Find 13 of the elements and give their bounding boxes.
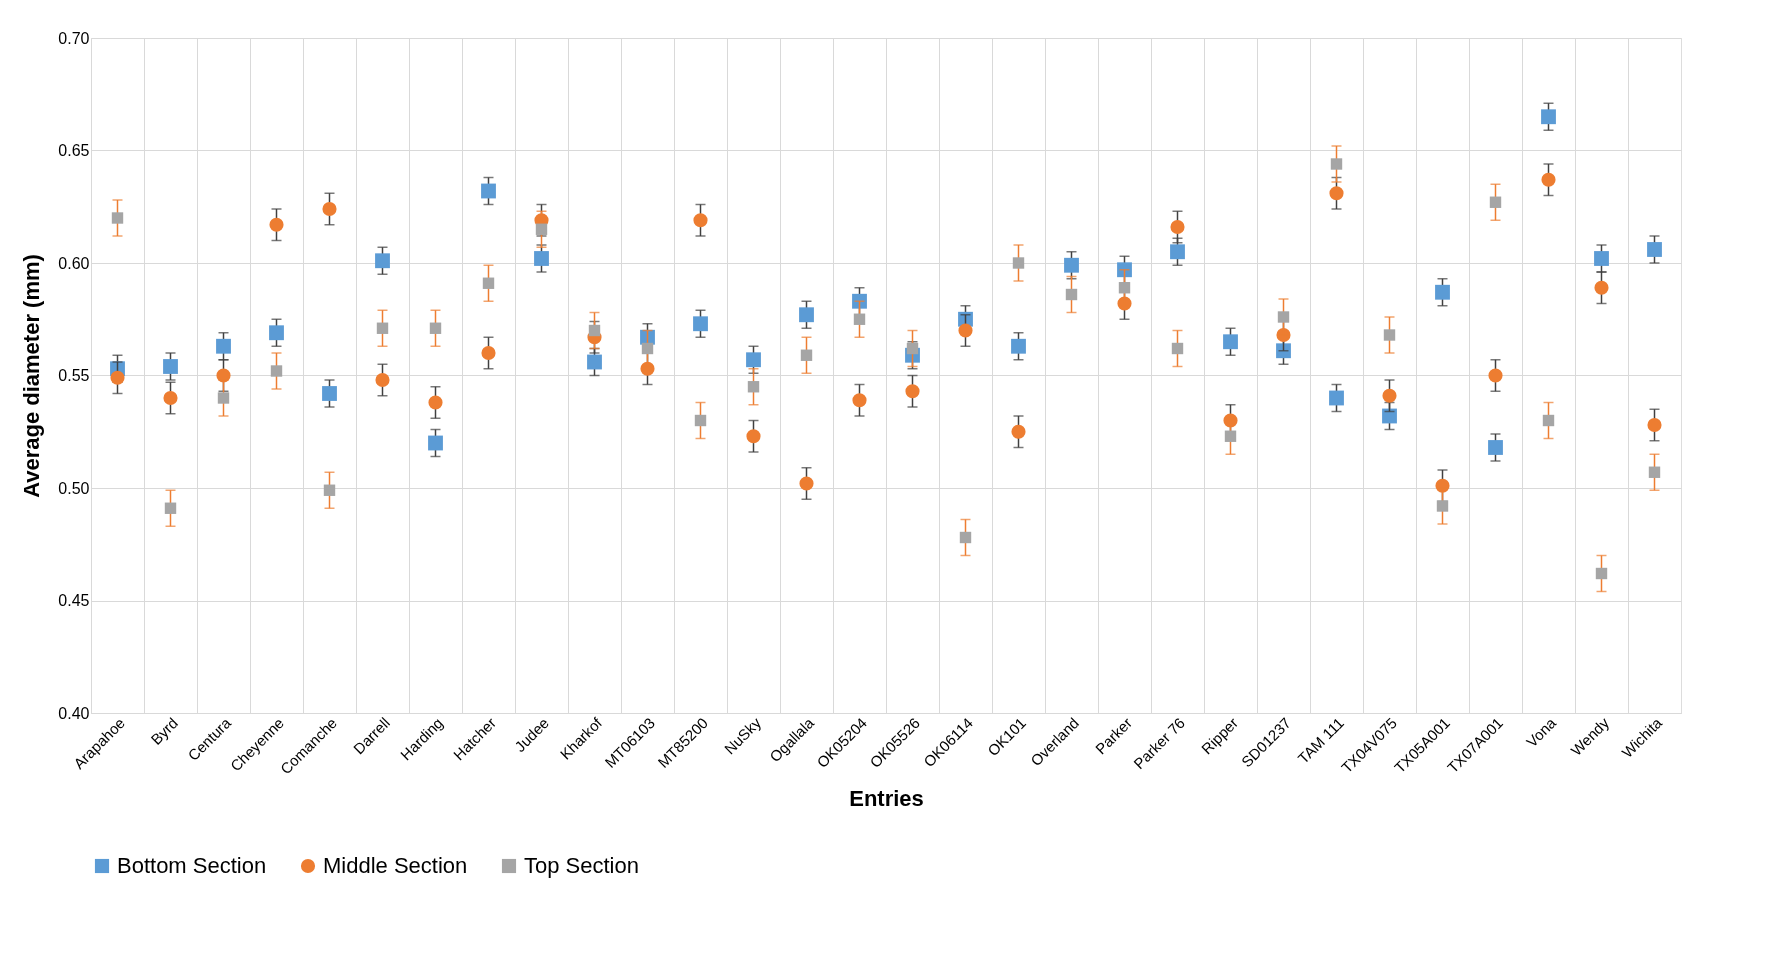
x-tick-label: Vona [1522,713,1560,751]
legend-label: Top Section [524,853,639,878]
y-tick-label: 0.55 [58,367,90,384]
y-tick-label: 0.70 [58,29,90,47]
legend-label: Bottom Section [117,853,267,878]
y-tick-label: 0.50 [58,479,90,497]
legend-label: Middle Section [323,853,468,878]
y-tick-label: 0.60 [58,254,90,272]
y-axis-title: Average diameter (mm) [19,254,45,498]
y-tick-label: 0.65 [58,142,90,159]
x-axis-title: Entries [849,786,924,812]
y-tick-label: 0.45 [58,592,90,609]
y-tick-label: 0.40 [58,704,90,722]
